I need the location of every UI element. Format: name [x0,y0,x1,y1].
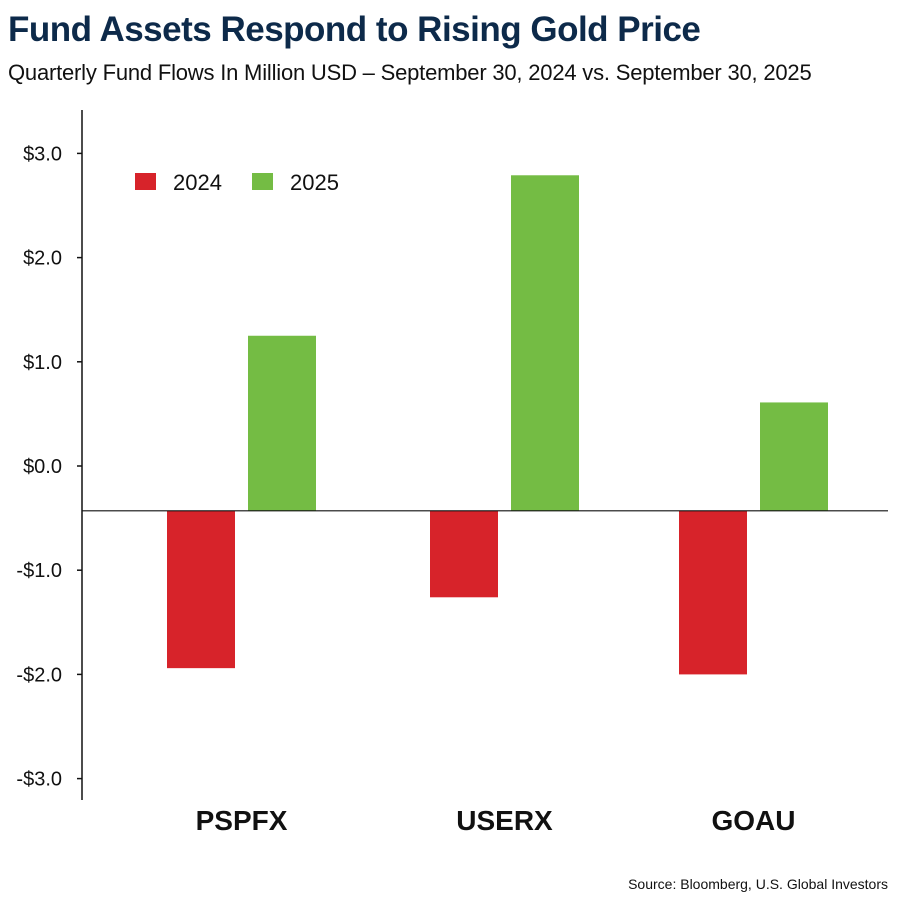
y-tick-label: $3.0 [23,143,62,165]
y-tick-label: -$1.0 [16,560,62,582]
y-tick-label: $0.0 [23,456,62,478]
legend-swatch-2024 [135,173,156,190]
legend-label: 2025 [290,170,339,195]
chart-title: Fund Assets Respond to Rising Gold Price [8,10,701,49]
chart-subtitle: Quarterly Fund Flows In Million USD – Se… [8,60,812,85]
x-category-label: PSPFX [196,805,288,836]
bar-goau-2024 [679,510,747,675]
legend-swatch-2025 [252,173,273,190]
bar-userx-2025 [511,175,579,511]
y-tick-label: $1.0 [23,352,62,374]
y-tick-label: -$3.0 [16,769,62,791]
y-tick-label: -$2.0 [16,664,62,686]
x-category-label: USERX [456,805,553,836]
source-note: Source: Bloomberg, U.S. Global Investors [628,876,888,892]
bar-goau-2025 [760,402,828,511]
legend-label: 2024 [173,170,222,195]
bar-pspfx-2025 [248,335,316,511]
bar-userx-2024 [430,510,498,598]
x-category-label: GOAU [712,805,796,836]
y-tick-label: $2.0 [23,248,62,270]
bar-pspfx-2024 [167,510,235,669]
